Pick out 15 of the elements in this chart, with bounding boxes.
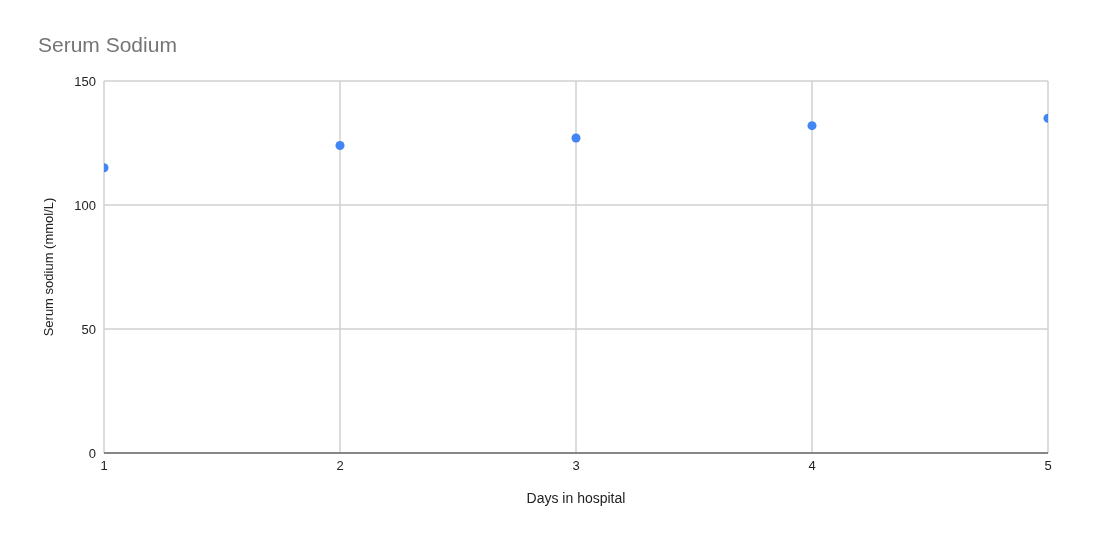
- x-axis-title: Days in hospital: [526, 490, 626, 506]
- y-tick-label: 0: [88, 445, 96, 461]
- point: [335, 140, 345, 150]
- y-tick-label: 50: [81, 321, 96, 337]
- y-tick-label: 100: [74, 197, 96, 213]
- x-tick-label: 2: [336, 458, 344, 474]
- chart-title: Serum Sodium: [37, 32, 178, 58]
- x-tick-label: 5: [1044, 458, 1052, 474]
- x-tick-label: 1: [100, 458, 108, 474]
- y-axis-title: Serum sodium (mmol/L): [40, 197, 56, 337]
- x-tick-label: 3: [572, 458, 580, 474]
- y-tick-label: 150: [74, 73, 96, 89]
- point: [807, 121, 817, 131]
- point: [571, 133, 581, 143]
- x-tick-label: 4: [808, 458, 816, 474]
